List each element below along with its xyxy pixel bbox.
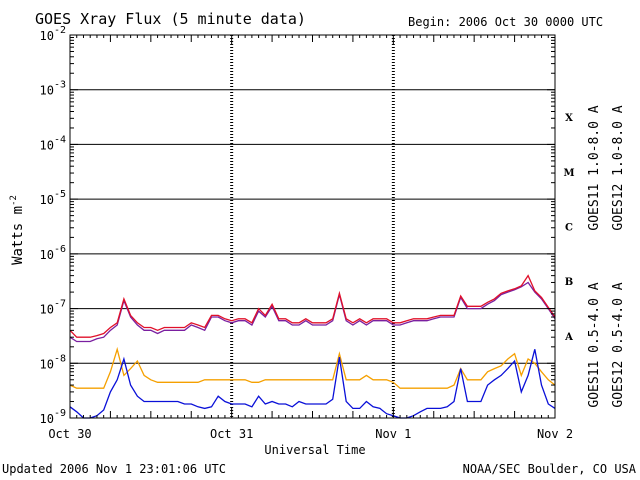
legend-label-2: GOES11 0.5-4.0 A [587,282,602,407]
y-tick-label: 10-5 [40,189,67,207]
y-axis-title-exponent: -2 [9,195,19,206]
x-tick-label: Nov 2 [537,427,573,441]
legend-label-1: GOES12 1.0-8.0 A [611,105,626,230]
flare-class-M: M [563,168,574,179]
series-line-3 [69,349,556,419]
y-tick-label: 10-8 [40,353,67,371]
x-tick-label: Oct 31 [210,427,253,441]
y-tick-base: 10 [40,193,54,207]
credit-label: NOAA/SEC Boulder, CO USA [463,462,637,476]
updated-label: Updated 2006 Nov 1 23:01:06 UTC [2,462,226,476]
chart-title: GOES Xray Flux (5 minute data) [35,10,306,28]
series-lines [69,274,556,419]
grid-lines [70,35,555,418]
y-tick-base: 10 [40,84,54,98]
series-line-0 [69,281,556,343]
y-tick-base: 10 [40,138,54,152]
y-tick-exponent: -9 [54,408,66,419]
y-tick-label: 10-9 [40,408,67,426]
legend-label-0: GOES11 1.0-8.0 A [587,105,602,230]
y-tick-exponent: -7 [54,299,66,310]
y-tick-label: 10-6 [40,244,67,262]
y-tick-base: 10 [40,29,54,43]
y-tick-label: 10-4 [40,134,67,152]
x-axis-title: Universal Time [264,443,365,457]
y-axis-title-text: Watts m [10,206,26,265]
y-tick-label: 10-2 [40,25,67,43]
x-tick-label: Oct 30 [48,427,91,441]
y-tick-base: 10 [40,303,54,317]
series-line-2 [69,346,556,389]
y-tick-exponent: -5 [54,189,66,200]
y-tick-label: 10-3 [40,80,67,98]
legend-label-3: GOES12 0.5-4.0 A [611,282,626,407]
svg-text:Watts m-2: Watts m-2 [9,195,26,265]
y-tick-base: 10 [40,248,54,262]
y-tick-exponent: -2 [54,25,66,36]
flare-class-C: C [565,223,573,234]
begin-label: Begin: 2006 Oct 30 0000 UTC [408,15,603,29]
flare-class-B: B [565,277,573,288]
y-tick-label: 10-7 [40,299,67,317]
y-tick-exponent: -3 [54,80,66,91]
y-tick-exponent: -4 [54,134,66,145]
y-tick-base: 10 [40,412,54,426]
y-tick-base: 10 [40,357,54,371]
y-tick-exponent: -8 [54,353,66,364]
y-tick-exponent: -6 [54,244,66,255]
flare-class-X: X [565,113,573,124]
plot-frame [69,34,556,419]
flare-class-A: A [564,332,573,343]
y-axis-title: Watts m-2 [9,195,26,265]
series-line-1 [69,274,556,338]
x-tick-label: Nov 1 [375,427,411,441]
legend: GOES11 1.0-8.0 A GOES12 1.0-8.0 A GOES11 0… [587,105,626,407]
